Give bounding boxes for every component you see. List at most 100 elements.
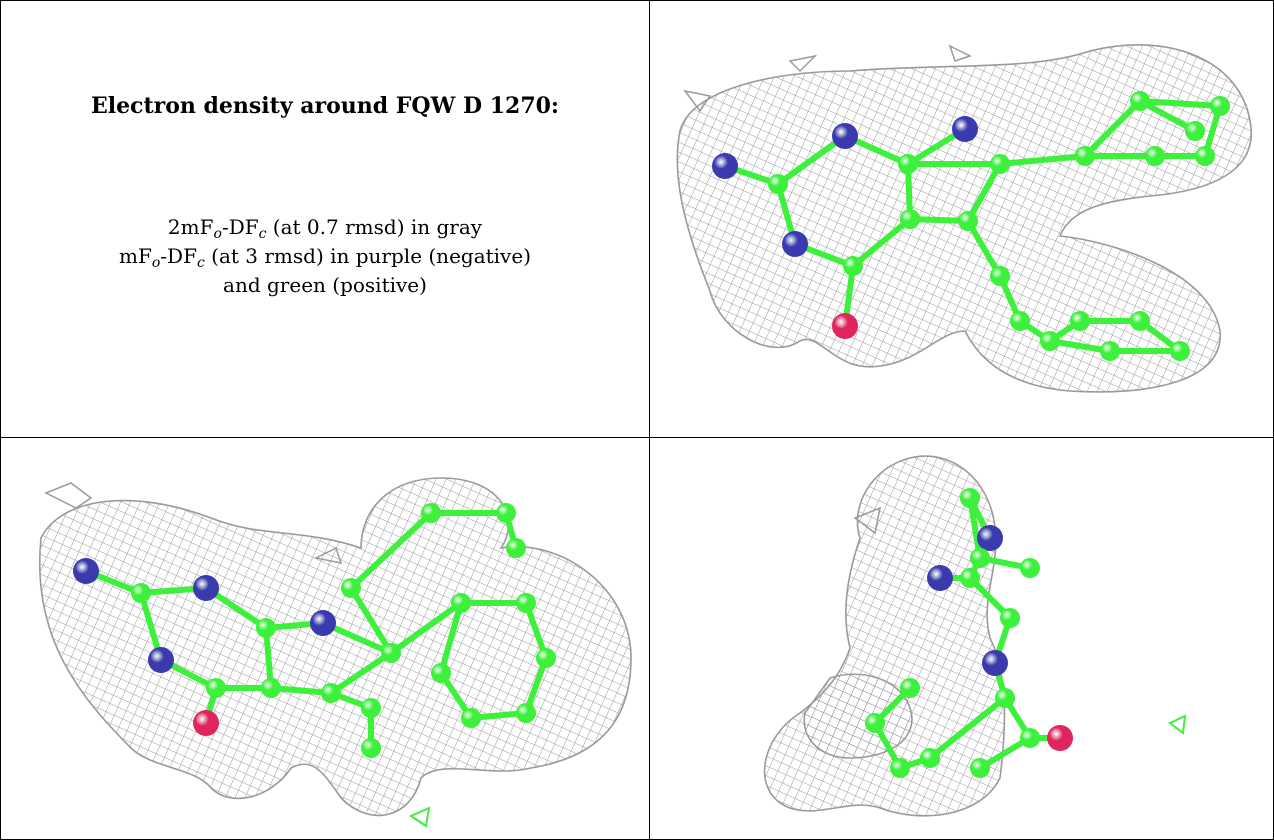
carbon-atom <box>898 154 918 174</box>
mesh-fragment <box>853 506 882 535</box>
carbon-atom <box>990 266 1010 286</box>
carbon-atom <box>341 578 361 598</box>
carbon-atom <box>516 703 536 723</box>
density-view-2 <box>1 438 649 839</box>
legend-line-positive: and green (positive) <box>223 273 427 297</box>
carbon-atom <box>1130 91 1150 111</box>
atoms <box>865 488 1073 778</box>
carbon-atom <box>516 593 536 613</box>
carbon-atom <box>1070 311 1090 331</box>
nitrogen-atom <box>310 610 336 636</box>
nitrogen-atom <box>73 558 99 584</box>
gray-density-mesh <box>763 455 1006 817</box>
mesh-fragment <box>683 44 972 113</box>
legend-line-fo: mFo-DFc (at 3 rmsd) in purple (negative) <box>119 244 531 271</box>
info-cell: Electron density around FQW D 1270: 2mFo… <box>1 1 649 437</box>
bond <box>438 600 464 676</box>
carbon-atom <box>1040 331 1060 351</box>
density-view-3 <box>650 438 1273 839</box>
carbon-atom <box>506 538 526 558</box>
carbon-atom <box>431 663 451 683</box>
carbon-atom <box>890 758 910 778</box>
bond <box>997 153 1088 167</box>
bond <box>965 218 1003 279</box>
carbon-atom <box>843 256 863 276</box>
atoms <box>712 91 1230 361</box>
oxygen-atom <box>1047 725 1073 751</box>
carbon-atom <box>1020 728 1040 748</box>
carbon-atom <box>461 708 481 728</box>
legend-line-2fo: 2mFo-DFc (at 0.7 rmsd) in gray <box>167 215 483 242</box>
bond <box>927 695 1008 761</box>
bond <box>1082 98 1143 159</box>
carbon-atom <box>256 618 276 638</box>
carbon-atom <box>1000 608 1020 628</box>
oxygen-atom <box>832 313 858 339</box>
nitrogen-atom <box>148 647 174 673</box>
carbon-atom <box>1010 311 1030 331</box>
carbon-atom <box>1210 96 1230 116</box>
carbon-atom <box>1170 341 1190 361</box>
oxygen-atom <box>193 710 219 736</box>
carbon-atom <box>451 593 471 613</box>
positive-density-blob <box>408 806 431 828</box>
carbon-atom <box>421 503 441 523</box>
row-divider <box>0 437 1274 438</box>
carbon-atom <box>496 503 516 523</box>
carbon-atom <box>1020 558 1040 578</box>
bond <box>1137 98 1198 134</box>
atoms <box>73 503 556 758</box>
carbon-atom <box>970 548 990 568</box>
bond <box>775 133 848 187</box>
bond <box>967 495 983 561</box>
positive-density-blob <box>1168 714 1187 735</box>
bond <box>348 585 394 656</box>
carbon-atom <box>995 688 1015 708</box>
carbon-atom <box>960 568 980 588</box>
nitrogen-atom <box>952 116 978 142</box>
carbon-atom <box>1185 121 1205 141</box>
nitrogen-atom <box>193 575 219 601</box>
carbon-atom <box>206 678 226 698</box>
carbon-atom <box>361 738 381 758</box>
density-view-1-canvas <box>676 44 1253 393</box>
bond <box>850 216 913 269</box>
carbon-atom <box>1100 341 1120 361</box>
carbon-atom <box>536 648 556 668</box>
bond <box>965 161 1003 224</box>
carbon-atom <box>960 488 980 508</box>
figure-title: Electron density around FQW D 1270: <box>90 93 560 119</box>
carbon-atom <box>900 678 920 698</box>
carbon-atom <box>1075 146 1095 166</box>
bond <box>268 685 334 696</box>
density-view-2-canvas <box>39 477 632 828</box>
carbon-atom <box>1130 311 1150 331</box>
bond <box>388 600 464 656</box>
density-view-3-canvas <box>763 455 1187 817</box>
carbon-atom <box>768 174 788 194</box>
carbon-atom <box>1145 146 1165 166</box>
carbon-atom <box>900 209 920 229</box>
carbon-atom <box>958 211 978 231</box>
nitrogen-atom <box>982 650 1008 676</box>
bond <box>1047 338 1113 354</box>
gray-density-mesh <box>39 477 632 817</box>
bond <box>328 650 394 696</box>
bond <box>348 510 434 591</box>
mesh-fragment <box>44 482 343 564</box>
carbon-atom <box>361 698 381 718</box>
carbon-atom <box>970 758 990 778</box>
nitrogen-atom <box>977 525 1003 551</box>
carbon-atom <box>920 748 940 768</box>
carbon-atom <box>131 583 151 603</box>
carbon-atom <box>381 643 401 663</box>
bond <box>1137 98 1223 109</box>
nitrogen-atom <box>832 123 858 149</box>
nitrogen-atom <box>927 565 953 591</box>
bond <box>263 625 274 691</box>
column-divider <box>649 0 650 840</box>
legend-text: 2mFo-DFc (at 0.7 rmsd) in gray mFo-DFc (… <box>1 213 649 300</box>
carbon-atom <box>1195 146 1215 166</box>
nitrogen-atom <box>712 153 738 179</box>
carbon-atom <box>261 678 281 698</box>
